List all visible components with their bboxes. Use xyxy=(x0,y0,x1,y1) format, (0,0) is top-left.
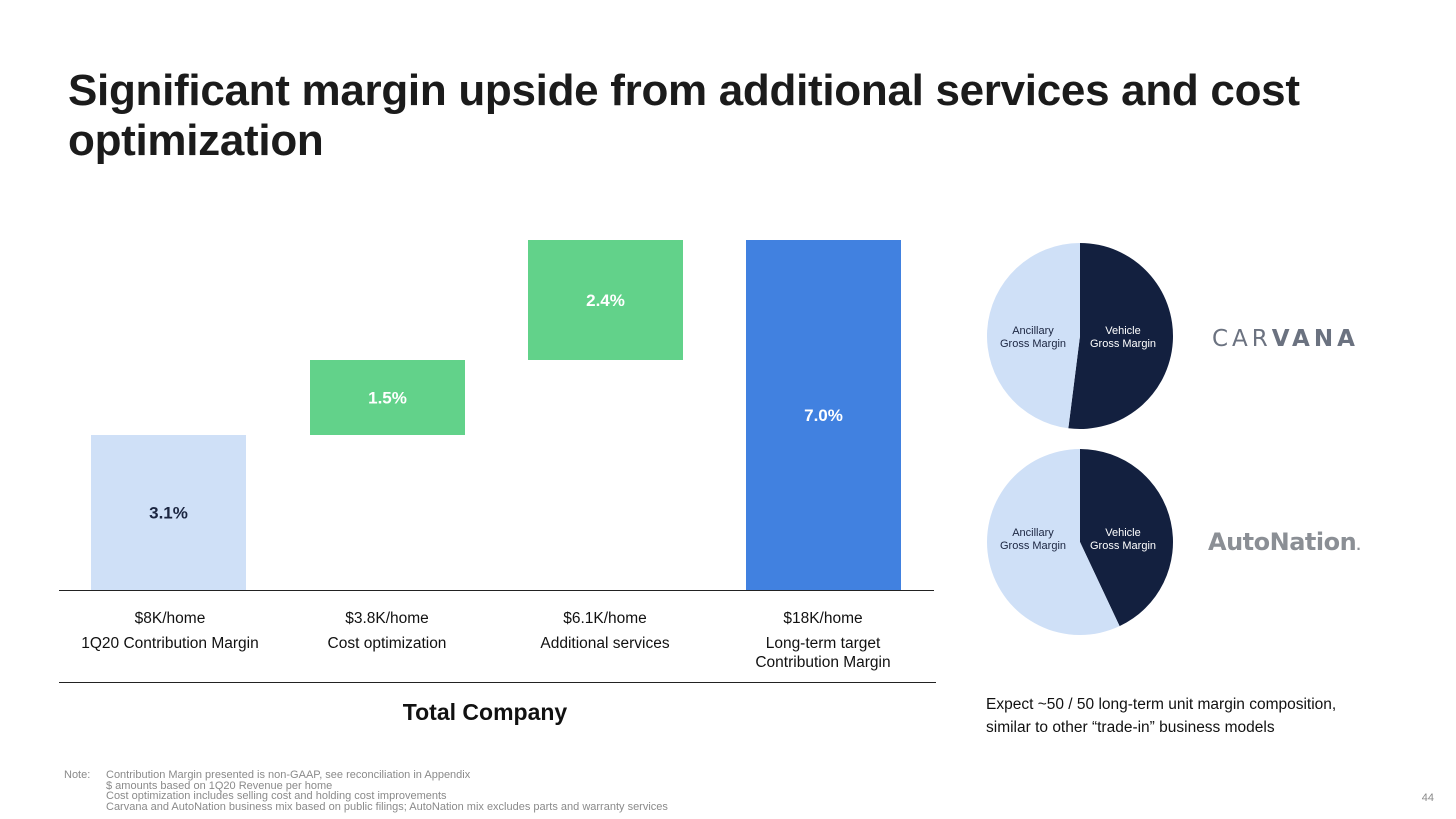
total-company-label: Total Company xyxy=(402,699,568,725)
category-amount: $18K/home xyxy=(783,610,863,627)
pie-slice-label: Ancillary xyxy=(1012,325,1054,337)
pie-slice-label: Gross Margin xyxy=(1090,540,1156,552)
bar-value-label: 1.5% xyxy=(368,389,407,408)
waterfall-bar xyxy=(746,240,901,590)
note-line: Carvana and AutoNation business mix base… xyxy=(106,800,668,813)
carvana-logo: CARVANA xyxy=(1212,326,1359,352)
category-amount: $3.8K/home xyxy=(345,610,429,627)
pie-slice-label: Gross Margin xyxy=(1000,338,1066,350)
autonation-logo: AutoNation. xyxy=(1208,528,1361,556)
note-label: Note: xyxy=(64,769,91,781)
category-cost-optimization: $3.8K/home Cost optimization xyxy=(277,609,497,653)
pie-slice-label: Gross Margin xyxy=(1000,540,1066,552)
chart-baseline xyxy=(59,590,934,591)
waterfall-bar xyxy=(91,435,246,590)
category-amount: $8K/home xyxy=(134,610,206,627)
category-label: 1Q20 Contribution Margin xyxy=(81,635,259,652)
note-line: $ amounts based on 1Q20 Revenue per home xyxy=(106,779,333,792)
pie-slice-label: Ancillary xyxy=(1012,527,1054,539)
pie-slice xyxy=(986,449,1120,636)
category-label: Cost optimization xyxy=(327,635,447,652)
note-line: Contribution Margin presented is non-GAA… xyxy=(106,769,471,781)
pie-slice-label: Vehicle xyxy=(1105,527,1140,539)
waterfall-bar xyxy=(310,360,465,435)
category-additional-services: $6.1K/home Additional services xyxy=(495,609,715,653)
category-label: Long-term target Contribution Margin xyxy=(755,635,891,671)
page-number: 44 xyxy=(1421,792,1434,804)
category-long-term-target: $18K/home Long-term target Contribution … xyxy=(733,609,913,672)
waterfall-chart: 3.1% 1.5% 2.4% 7.0% xyxy=(91,240,901,590)
pie-slice-label: Vehicle xyxy=(1105,325,1140,337)
pie-slice xyxy=(986,242,1080,429)
note-line: Cost optimization includes selling cost … xyxy=(106,790,447,802)
pie-slice-label: Gross Margin xyxy=(1090,338,1156,350)
page-title: Significant margin upside from additiona… xyxy=(68,66,1300,165)
bar-value-label: 3.1% xyxy=(149,504,188,523)
category-1q20: $8K/home 1Q20 Contribution Margin xyxy=(60,609,280,653)
bar-value-label: 7.0% xyxy=(804,406,843,425)
bar-value-label: 2.4% xyxy=(586,291,625,310)
category-amount: $6.1K/home xyxy=(563,610,647,627)
table-divider xyxy=(59,682,936,683)
waterfall-bar xyxy=(528,240,683,360)
pie-slice xyxy=(1068,243,1173,429)
pie-slice xyxy=(1080,449,1173,627)
expectation-text: Expect ~50 / 50 long-term unit margin co… xyxy=(986,696,1337,736)
category-label: Additional services xyxy=(540,635,670,652)
